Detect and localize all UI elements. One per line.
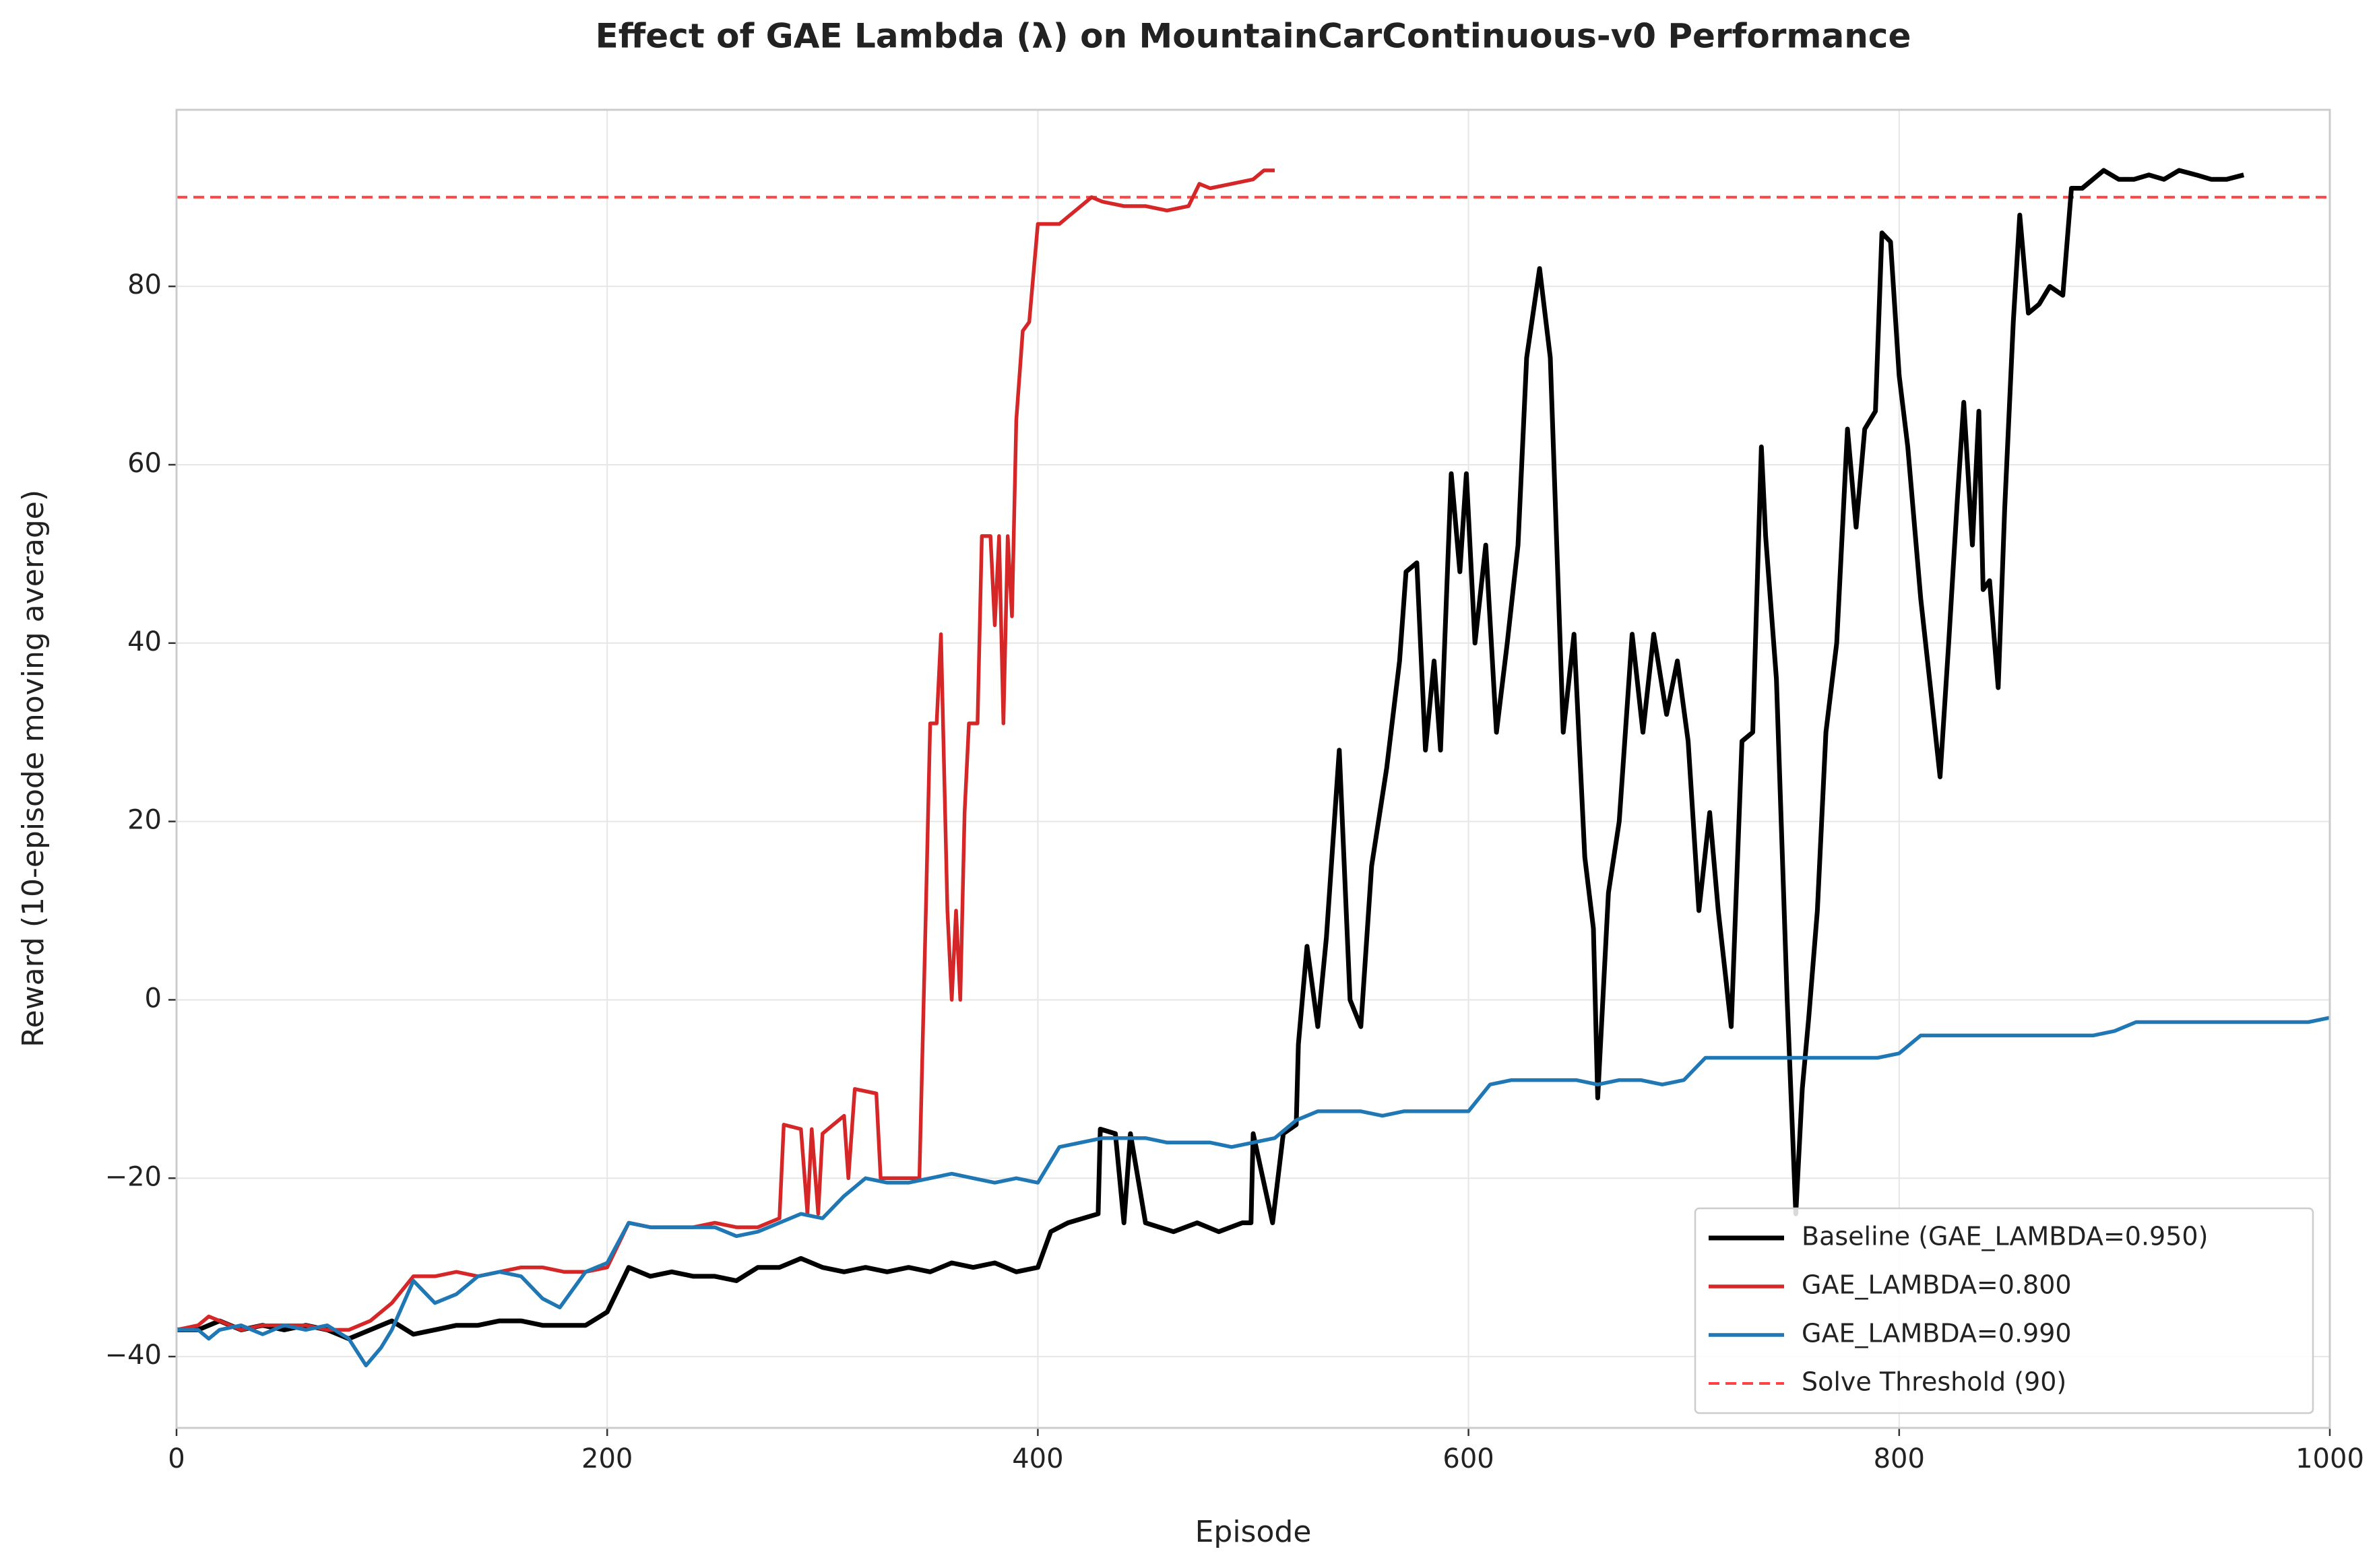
plot-frame — [175, 108, 2331, 1429]
x-tick-label: 600 — [1442, 1443, 1494, 1474]
y-tick-label: −40 — [105, 1340, 162, 1371]
series-line — [177, 168, 2245, 1342]
legend-label: GAE_LAMBDA=0.990 — [1802, 1319, 2072, 1348]
y-tick-label: −20 — [105, 1161, 162, 1192]
y-tick-label: 40 — [127, 626, 162, 657]
y-tick-label: 20 — [127, 805, 162, 836]
x-tick-label: 0 — [168, 1443, 185, 1474]
legend: Baseline (GAE_LAMBDA=0.950) GAE_LAMBDA=0.… — [1694, 1207, 2314, 1414]
legend-label: GAE_LAMBDA=0.800 — [1802, 1270, 2072, 1300]
x-axis-label: Episode — [1195, 1515, 1312, 1549]
y-axis-label: Reward (10-episode moving average) — [16, 490, 51, 1047]
series-line — [177, 1016, 2330, 1368]
x-tick-label: 1000 — [2295, 1443, 2364, 1474]
y-tick-label: 80 — [127, 269, 162, 300]
y-tick-label: 60 — [127, 448, 162, 479]
x-tick-label: 200 — [581, 1443, 633, 1474]
chart-title: Effect of GAE Lambda (λ) on MountainCarC… — [596, 17, 1911, 56]
y-tick-label: 0 — [145, 983, 162, 1014]
x-tick-label: 800 — [1874, 1443, 1925, 1474]
series-line — [177, 168, 1275, 1332]
legend-label: Solve Threshold (90) — [1802, 1367, 2066, 1397]
x-tick-label: 400 — [1012, 1443, 1063, 1474]
legend-box — [1694, 1207, 2314, 1414]
legend-label: Baseline (GAE_LAMBDA=0.950) — [1802, 1222, 2208, 1251]
